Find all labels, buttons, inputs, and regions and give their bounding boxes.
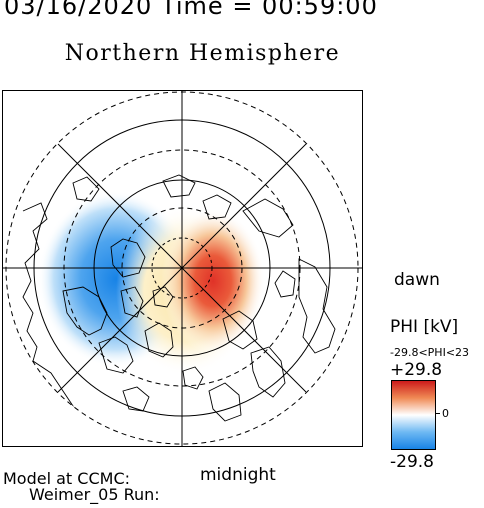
midnight-label: midnight <box>200 465 276 485</box>
model-credit: Model at CCMC: <box>3 469 130 488</box>
map-title: Northern Hemisphere <box>64 41 341 66</box>
meridian-grid <box>3 91 362 446</box>
colorbar-range: -29.8<PHI<23 <box>390 346 470 359</box>
polar-map-frame <box>2 90 363 447</box>
colorbar-zero-label: 0 <box>442 407 449 420</box>
dawn-label: dawn <box>394 270 440 290</box>
potential-pattern <box>38 191 265 376</box>
colorbar-min-label: -29.8 <box>390 452 434 472</box>
colorbar-zero-tick <box>435 413 440 414</box>
colorbar-max-label: +29.8 <box>390 360 443 380</box>
model-run: Weimer_05 Run: <box>29 485 160 504</box>
polar-map <box>3 91 362 446</box>
colorbar <box>391 380 436 450</box>
colorbar-title: PHI [kV] <box>390 317 459 337</box>
date-time-header: 03/16/2020 Time = 00:59:00 <box>4 0 378 20</box>
positive-potential-cell <box>161 209 265 353</box>
